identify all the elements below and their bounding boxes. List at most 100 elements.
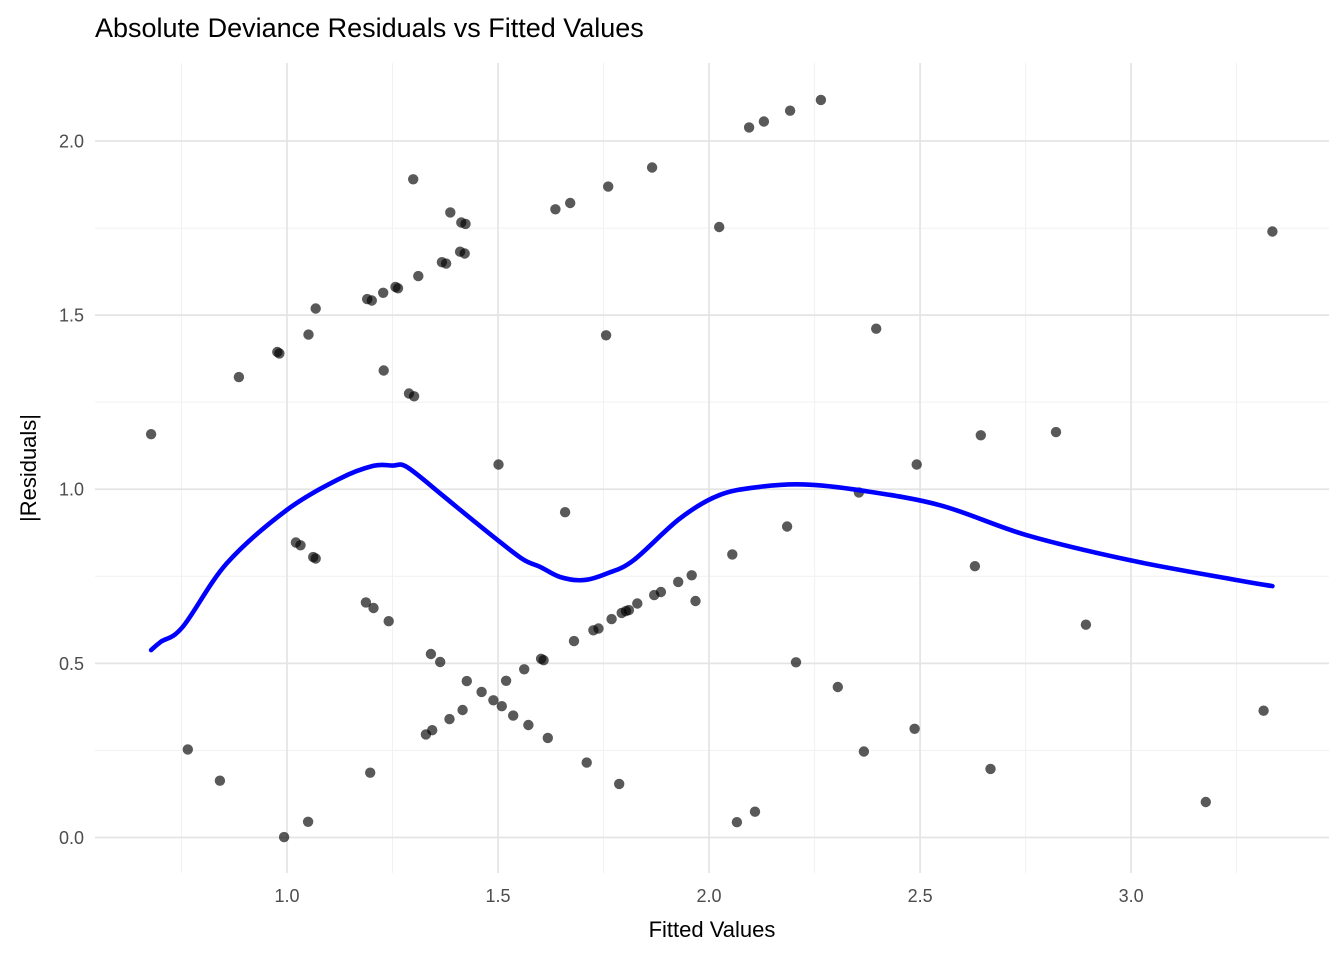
minor-gridlines	[95, 63, 1329, 873]
data-point	[593, 623, 604, 634]
smooth-line-layer	[148, 462, 1275, 653]
data-point	[603, 181, 614, 192]
data-point	[686, 570, 697, 581]
x-tick-label: 1.0	[274, 886, 299, 906]
x-tick-label: 2.0	[696, 886, 721, 906]
tick-labels: 1.0 1.5 2.0 2.5 3.0 0.0 0.5 1.0 1.5 2.0	[59, 132, 1144, 907]
data-point	[690, 595, 701, 607]
data-point	[538, 655, 549, 666]
data-point	[523, 719, 534, 731]
x-tick-label: 3.0	[1119, 886, 1144, 906]
data-point	[749, 806, 761, 817]
data-point	[302, 816, 314, 827]
y-tick-label: 1.5	[59, 306, 84, 326]
data-point	[493, 459, 504, 470]
data-point	[623, 604, 635, 616]
data-point	[310, 553, 321, 564]
y-tick-label: 0.5	[59, 654, 84, 674]
data-point	[559, 507, 571, 518]
data-point	[568, 635, 580, 647]
data-point	[784, 105, 796, 116]
data-point	[435, 656, 446, 668]
data-point	[233, 371, 245, 383]
data-point	[508, 710, 519, 721]
data-point	[378, 365, 389, 376]
data-point	[278, 831, 290, 843]
data-point	[542, 732, 553, 744]
data-point	[145, 429, 157, 440]
data-point	[714, 221, 725, 233]
data-point	[360, 597, 372, 608]
data-point	[1258, 705, 1269, 716]
data-point	[646, 162, 658, 173]
data-point	[911, 459, 922, 470]
data-point	[368, 602, 379, 614]
data-point	[1200, 796, 1212, 808]
data-point	[655, 586, 667, 598]
data-point	[614, 778, 625, 790]
data-point	[408, 174, 419, 185]
data-point	[743, 122, 755, 133]
x-tick-label: 2.5	[908, 886, 933, 906]
data-point	[858, 746, 870, 757]
data-point	[182, 744, 193, 755]
data-point	[727, 549, 738, 560]
loess-line	[148, 462, 1275, 653]
data-point	[378, 287, 389, 298]
data-points	[145, 94, 1278, 843]
data-point	[214, 775, 226, 786]
data-point	[440, 258, 452, 269]
data-point	[476, 686, 487, 698]
y-tick-label: 2.0	[59, 132, 84, 152]
data-point	[461, 675, 472, 687]
data-point	[909, 723, 920, 734]
data-point	[871, 323, 882, 334]
data-point	[295, 540, 306, 551]
data-point	[365, 767, 376, 778]
y-axis-label: |Residuals|	[16, 414, 41, 522]
data-point	[781, 521, 793, 532]
data-point	[1080, 619, 1092, 630]
data-point	[790, 657, 802, 668]
data-point	[815, 94, 827, 106]
data-point	[457, 704, 468, 716]
data-point	[459, 248, 470, 259]
data-point	[519, 664, 530, 675]
data-point	[758, 116, 770, 127]
data-point	[425, 648, 437, 660]
data-point	[731, 817, 743, 828]
data-point	[969, 561, 981, 572]
y-tick-label: 1.0	[59, 480, 84, 500]
data-point	[500, 675, 512, 686]
major-gridlines	[95, 63, 1329, 873]
data-point	[413, 270, 424, 282]
data-point	[632, 598, 643, 609]
data-point	[496, 701, 507, 712]
data-point	[1050, 426, 1062, 438]
data-point	[550, 204, 561, 215]
data-point	[985, 763, 996, 775]
data-point	[392, 283, 404, 294]
data-point	[383, 616, 394, 627]
y-tick-label: 0.0	[59, 828, 84, 848]
data-point	[488, 695, 499, 706]
data-point	[408, 391, 420, 402]
data-point	[427, 725, 438, 736]
chart-title: Absolute Deviance Residuals vs Fitted Va…	[95, 13, 644, 43]
data-point	[445, 207, 456, 218]
data-point	[606, 613, 617, 625]
data-point	[460, 218, 471, 230]
data-point	[444, 713, 455, 725]
data-point	[581, 757, 592, 768]
data-point	[832, 681, 843, 693]
data-point	[673, 576, 684, 588]
data-point	[565, 197, 576, 209]
data-point	[366, 295, 377, 306]
x-tick-label: 1.5	[485, 886, 510, 906]
data-point	[1267, 226, 1278, 237]
data-point	[600, 330, 612, 341]
data-point	[303, 329, 314, 340]
data-point	[274, 348, 285, 359]
